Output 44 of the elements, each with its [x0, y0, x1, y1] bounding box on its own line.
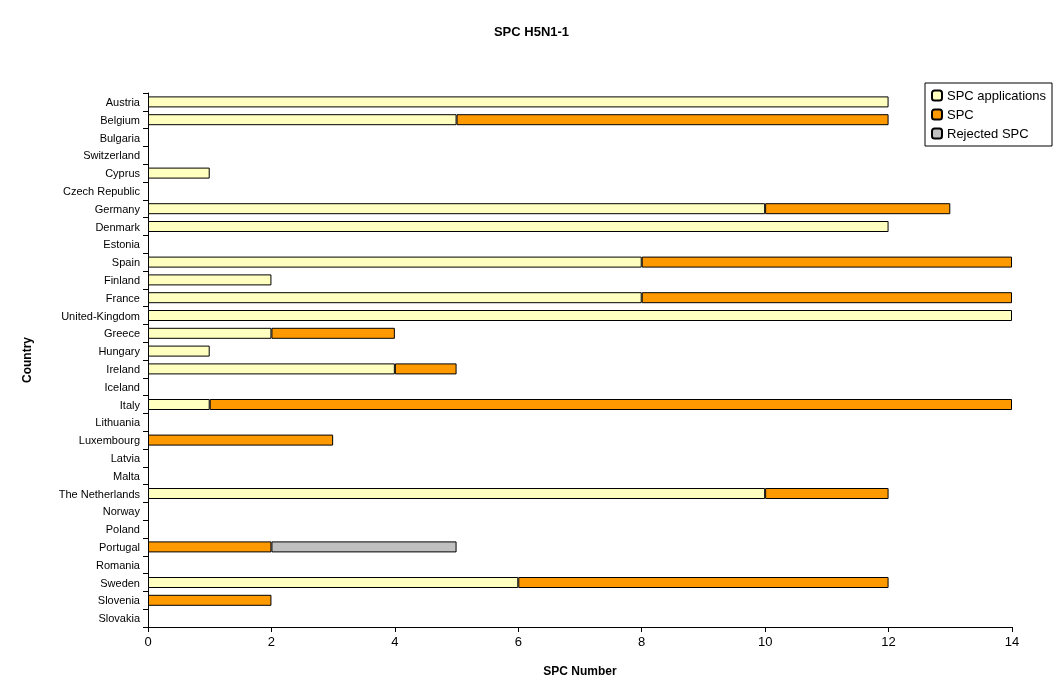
y-tick-label: Lithuania: [95, 416, 141, 429]
x-tick-label: 0: [144, 634, 152, 649]
y-axis-title: Country: [20, 336, 34, 383]
y-tick-label: Latvia: [110, 451, 141, 464]
x-tick-label: 8: [638, 634, 646, 649]
y-tick-label: Slovenia: [97, 594, 141, 607]
y-tick-label: Romania: [95, 558, 141, 571]
y-tick-label: Slovakia: [98, 612, 141, 625]
y-tick-label: Portugal: [99, 540, 140, 553]
y-tick-label: The Netherlands: [58, 487, 141, 500]
x-tick-label: 4: [391, 634, 399, 649]
y-tick-label: Malta: [113, 469, 141, 482]
y-tick-label: Italy: [119, 398, 141, 411]
y-tick-label: United-Kingdom: [61, 309, 140, 322]
y-tick-label: Finland: [103, 273, 140, 286]
legend-label: SPC: [947, 107, 974, 122]
y-tick-label: Ireland: [106, 362, 140, 375]
y-tick-label: France: [105, 291, 140, 304]
x-tick-label: 14: [1004, 634, 1020, 649]
y-tick-label: Switzerland: [83, 149, 140, 162]
y-tick-label: Poland: [105, 523, 140, 536]
x-tick-label: 2: [267, 634, 276, 649]
x-axis-title: SPC Number: [543, 664, 617, 678]
y-tick-label: Norway: [102, 505, 141, 518]
y-tick-label: Bulgaria: [99, 131, 141, 144]
y-tick-label: Greece: [103, 327, 140, 340]
x-tick-label: 12: [881, 634, 896, 649]
y-tick-label: Cyprus: [105, 167, 141, 180]
y-tick-label: Belgium: [100, 113, 140, 126]
y-tick-label: Austria: [105, 95, 141, 108]
y-tick-label: Spain: [111, 256, 140, 269]
y-tick-label: Estonia: [103, 238, 141, 251]
chart-title: SPC H5N1-1: [493, 24, 570, 39]
y-tick-label: Hungary: [98, 345, 141, 358]
y-tick-label: Sweden: [100, 576, 140, 589]
legend-label: Rejected SPC: [947, 126, 1029, 141]
legend-label: SPC applications: [947, 88, 1047, 103]
y-tick-label: Luxembourg: [78, 434, 140, 447]
y-tick-label: Germany: [94, 202, 141, 215]
y-tick-label: Denmark: [95, 220, 141, 233]
y-tick-label: Iceland: [104, 380, 140, 393]
x-tick-label: 6: [514, 634, 522, 649]
x-tick-label: 10: [757, 634, 773, 649]
y-tick-label: Czech Republic: [62, 184, 141, 197]
